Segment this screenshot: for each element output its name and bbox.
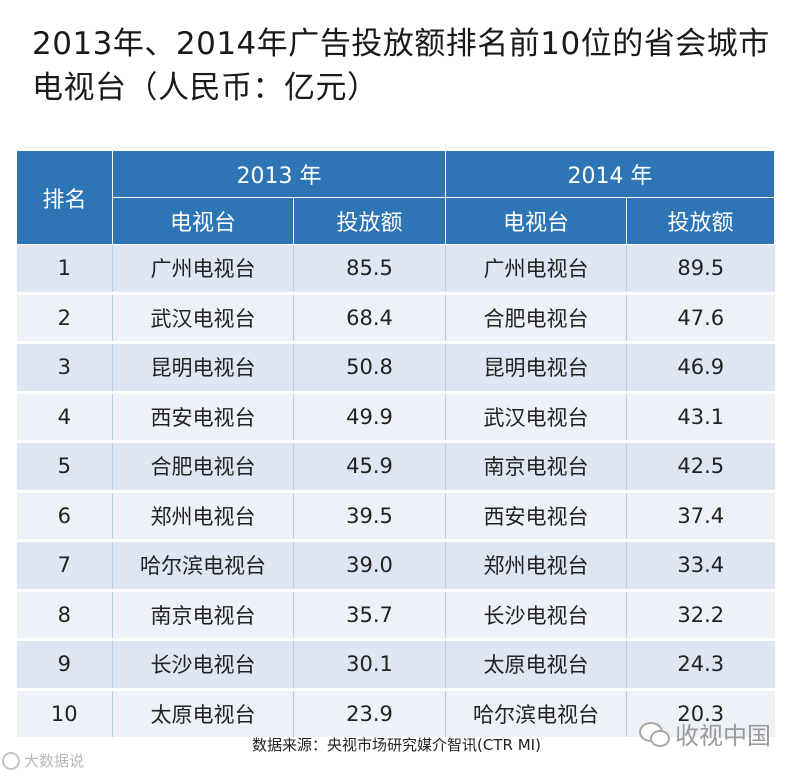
amount-2013-cell: 49.9 (293, 392, 447, 443)
rank-cell: 2 (16, 293, 113, 344)
table-row: 5 合肥电视台 45.9 南京电视台 42.5 (16, 441, 775, 493)
amount-2014-cell: 47.6 (626, 293, 775, 344)
station-2014-cell: 武汉电视台 (445, 392, 628, 443)
amount-2013-cell: 50.8 (293, 342, 447, 394)
amount-2014-cell: 42.5 (626, 441, 775, 493)
rank-cell: 3 (16, 342, 113, 394)
amount-header-2013: 投放额 (292, 197, 447, 245)
table-row: 10 太原电视台 23.9 哈尔滨电视台 20.3 (16, 689, 775, 740)
amount-2014-cell: 37.4 (626, 491, 775, 542)
station-2013-cell: 广州电视台 (112, 244, 294, 295)
table-body: 1 广州电视台 85.5 广州电视台 89.5 2 武汉电视台 68.4 合肥电视台 47.6 3 昆… (16, 244, 775, 740)
amount-2013-cell: 45.9 (293, 441, 447, 493)
page-title: 2013年、2014年广告投放额排名前10位的省会城市电视台（人民币：亿元） (32, 26, 770, 106)
station-2013-cell: 郑州电视台 (112, 491, 294, 542)
watermark-left-text: 大数据说 (24, 752, 85, 770)
amount-2013-cell: 68.4 (293, 293, 447, 344)
watermark-left: 大数据说 (2, 750, 84, 771)
logo-icon (2, 751, 20, 770)
amount-2013-cell: 39.0 (293, 540, 447, 592)
table-row: 9 长沙电视台 30.1 太原电视台 24.3 (16, 639, 775, 691)
rank-cell: 5 (16, 441, 113, 493)
station-2014-cell: 哈尔滨电视台 (445, 689, 628, 740)
station-header-2013: 电视台 (112, 197, 294, 245)
year-header-2014: 2014 年 (445, 150, 776, 198)
table-row: 8 南京电视台 35.7 长沙电视台 32.2 (16, 590, 775, 641)
amount-2013-cell: 35.7 (293, 590, 447, 641)
rank-cell: 4 (16, 392, 113, 443)
rank-cell: 8 (16, 590, 113, 641)
amount-2014-cell: 43.1 (626, 392, 775, 443)
table-row: 4 西安电视台 49.9 武汉电视台 43.1 (16, 392, 775, 443)
station-2013-cell: 南京电视台 (112, 590, 294, 641)
station-2013-cell: 太原电视台 (112, 689, 294, 740)
station-2013-cell: 武汉电视台 (112, 293, 294, 344)
table-row: 1 广州电视台 85.5 广州电视台 89.5 (16, 244, 775, 295)
station-2014-cell: 广州电视台 (445, 244, 628, 295)
watermark-right-text: 收视中国 (675, 722, 771, 750)
station-header-2014: 电视台 (445, 197, 628, 245)
station-2014-cell: 长沙电视台 (445, 590, 628, 641)
amount-2013-cell: 39.5 (293, 491, 447, 542)
table-row: 3 昆明电视台 50.8 昆明电视台 46.9 (16, 342, 775, 394)
station-2013-cell: 哈尔滨电视台 (112, 540, 294, 592)
station-2014-cell: 太原电视台 (445, 639, 628, 691)
rank-cell: 9 (16, 639, 113, 691)
table-row: 7 哈尔滨电视台 39.0 郑州电视台 33.4 (16, 540, 775, 592)
amount-header-2014: 投放额 (626, 197, 776, 245)
table-row: 6 郑州电视台 39.5 西安电视台 37.4 (16, 491, 775, 542)
station-2014-cell: 西安电视台 (445, 491, 628, 542)
amount-2014-cell: 24.3 (626, 639, 775, 691)
station-2014-cell: 昆明电视台 (445, 342, 628, 394)
amount-2014-cell: 32.2 (626, 590, 775, 641)
station-2013-cell: 合肥电视台 (112, 441, 294, 493)
data-source-note: 数据来源：央视市场研究媒介智讯(CTR MI) (252, 736, 541, 754)
amount-2013-cell: 85.5 (293, 244, 447, 295)
amount-2014-cell: 33.4 (626, 540, 775, 592)
wechat-icon (639, 721, 670, 747)
rank-cell: 1 (16, 244, 113, 295)
amount-2014-cell: 46.9 (626, 342, 775, 394)
station-2014-cell: 合肥电视台 (445, 293, 628, 344)
rank-cell: 10 (16, 689, 113, 740)
amount-2014-cell: 89.5 (626, 244, 775, 295)
ranking-table: 排名 2013 年 2014 年 电视台 投放额 电视台 投放额 1 广州电视台 8… (16, 150, 776, 740)
station-2013-cell: 西安电视台 (112, 392, 294, 443)
rank-cell: 6 (16, 491, 113, 542)
amount-2013-cell: 30.1 (293, 639, 447, 691)
amount-2013-cell: 23.9 (293, 689, 447, 740)
station-2014-cell: 郑州电视台 (445, 540, 628, 592)
watermark-right: 收视中国 (639, 716, 771, 751)
table-row: 2 武汉电视台 68.4 合肥电视台 47.6 (16, 293, 775, 344)
station-2013-cell: 长沙电视台 (112, 639, 294, 691)
station-2013-cell: 昆明电视台 (112, 342, 294, 394)
year-header-2013: 2013 年 (111, 150, 447, 198)
rank-header: 排名 (16, 150, 113, 245)
station-2014-cell: 南京电视台 (445, 441, 628, 493)
rank-cell: 7 (16, 540, 113, 592)
